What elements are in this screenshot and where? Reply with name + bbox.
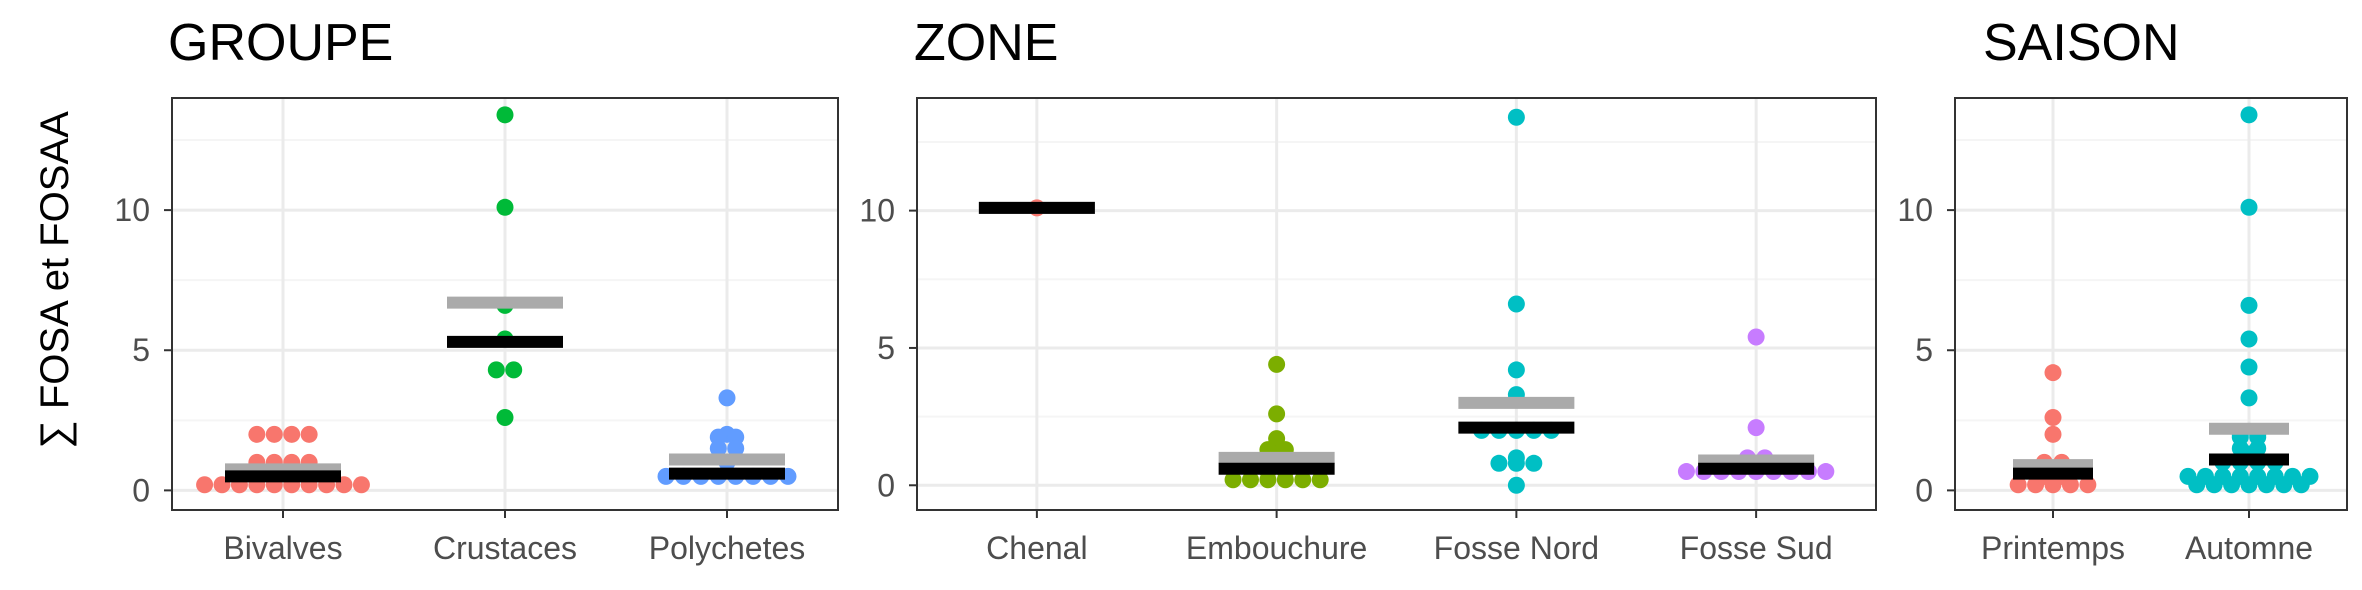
- series-polychetes: [657, 389, 797, 485]
- data-point: [2240, 476, 2258, 494]
- x-tick-label: Chenal: [986, 530, 1087, 566]
- data-point: [1817, 463, 1835, 481]
- data-point: [1268, 355, 1286, 373]
- data-point: [487, 361, 505, 379]
- data-point: [496, 198, 514, 216]
- data-point: [1276, 471, 1294, 489]
- y-tick-label: 5: [1915, 332, 1933, 368]
- x-tick-label: Printemps: [1981, 530, 2125, 566]
- panel-zone: 0 5 10 Chenal Embouchure Fosse Nord Fosse Sud Z…: [859, 14, 1877, 566]
- x-tick-label: Bivalves: [223, 530, 342, 566]
- data-point: [2188, 476, 2206, 494]
- data-point: [1490, 454, 1508, 472]
- series-automne: [2179, 106, 2319, 494]
- data-point: [1507, 454, 1525, 472]
- data-point: [2257, 476, 2275, 494]
- data-point: [1507, 108, 1525, 126]
- data-point: [1507, 361, 1525, 379]
- series-embouchure: [1218, 355, 1335, 489]
- data-point: [496, 409, 514, 427]
- data-point: [718, 389, 736, 407]
- data-point: [1507, 295, 1525, 313]
- data-point: [2240, 358, 2258, 376]
- x-tick-label: Polychetes: [649, 530, 806, 566]
- data-point: [2044, 409, 2062, 427]
- data-point: [1241, 471, 1259, 489]
- data-point: [2205, 476, 2223, 494]
- data-point: [1507, 476, 1525, 494]
- data-point: [1747, 328, 1765, 346]
- data-point: [2292, 476, 2310, 494]
- series-fosse-nord: [1458, 108, 1575, 494]
- y-tick-label: 10: [1897, 192, 1933, 228]
- panel-title: ZONE: [914, 14, 1058, 72]
- x-tick-label: Fosse Nord: [1434, 530, 1599, 566]
- data-point: [1311, 471, 1329, 489]
- x-tick-label: Crustaces: [433, 530, 577, 566]
- x-tick-label: Fosse Sud: [1680, 530, 1833, 566]
- data-point: [265, 425, 283, 443]
- data-point: [300, 425, 318, 443]
- y-tick-label: 5: [877, 330, 895, 366]
- panel-background: [1955, 98, 2347, 510]
- data-point: [727, 439, 745, 457]
- data-point: [2240, 106, 2258, 124]
- data-point: [1525, 454, 1543, 472]
- data-point: [2079, 476, 2097, 494]
- data-point: [2275, 476, 2293, 494]
- y-tick-label: 10: [114, 192, 150, 228]
- panel-title: GROUPE: [168, 14, 393, 72]
- data-point: [1747, 419, 1765, 437]
- y-tick-label: 0: [132, 472, 150, 508]
- data-point: [248, 425, 266, 443]
- data-point: [2044, 476, 2062, 494]
- data-point: [709, 439, 727, 457]
- data-point: [2240, 296, 2258, 314]
- panel-border: [916, 97, 1877, 511]
- data-point: [496, 106, 514, 124]
- data-point: [2223, 476, 2241, 494]
- panel-groupe: 0 5 10 Bivalves Crustaces Polychetes GROUPE: [114, 14, 839, 566]
- data-point: [2240, 389, 2258, 407]
- y-tick-label: 5: [132, 332, 150, 368]
- y-tick-label: 0: [877, 467, 895, 503]
- data-point: [352, 476, 370, 494]
- x-tick-label: Automne: [2185, 530, 2313, 566]
- data-point: [1259, 471, 1277, 489]
- series-chenal: [978, 199, 1095, 217]
- y-axis-label: ∑ FOSA et FOSAA: [33, 111, 77, 449]
- x-tick-label: Embouchure: [1186, 530, 1367, 566]
- series-printemps: [2009, 364, 2097, 494]
- data-point: [2027, 476, 2045, 494]
- panel-title: SAISON: [1983, 14, 2180, 72]
- panel-background: [917, 98, 1876, 510]
- data-point: [2044, 364, 2062, 382]
- data-point: [1268, 405, 1286, 423]
- data-point: [2240, 198, 2258, 216]
- panel-border: [1954, 97, 2348, 511]
- data-point: [1294, 471, 1312, 489]
- series-fosse-sud: [1677, 328, 1835, 481]
- y-tick-label: 10: [859, 193, 895, 229]
- data-point: [2044, 425, 2062, 443]
- series-crustaces: [447, 106, 563, 427]
- data-point: [1224, 471, 1242, 489]
- data-point: [2240, 330, 2258, 348]
- data-point: [1677, 463, 1695, 481]
- y-tick-label: 0: [1915, 472, 1933, 508]
- panel-saison: 0 5 10 Printemps Automne SAISON: [1897, 14, 2348, 566]
- data-point: [2061, 476, 2079, 494]
- series-bivalves: [196, 425, 370, 494]
- data-point: [505, 361, 523, 379]
- data-point: [196, 476, 214, 494]
- data-point: [2009, 476, 2027, 494]
- data-point: [283, 425, 301, 443]
